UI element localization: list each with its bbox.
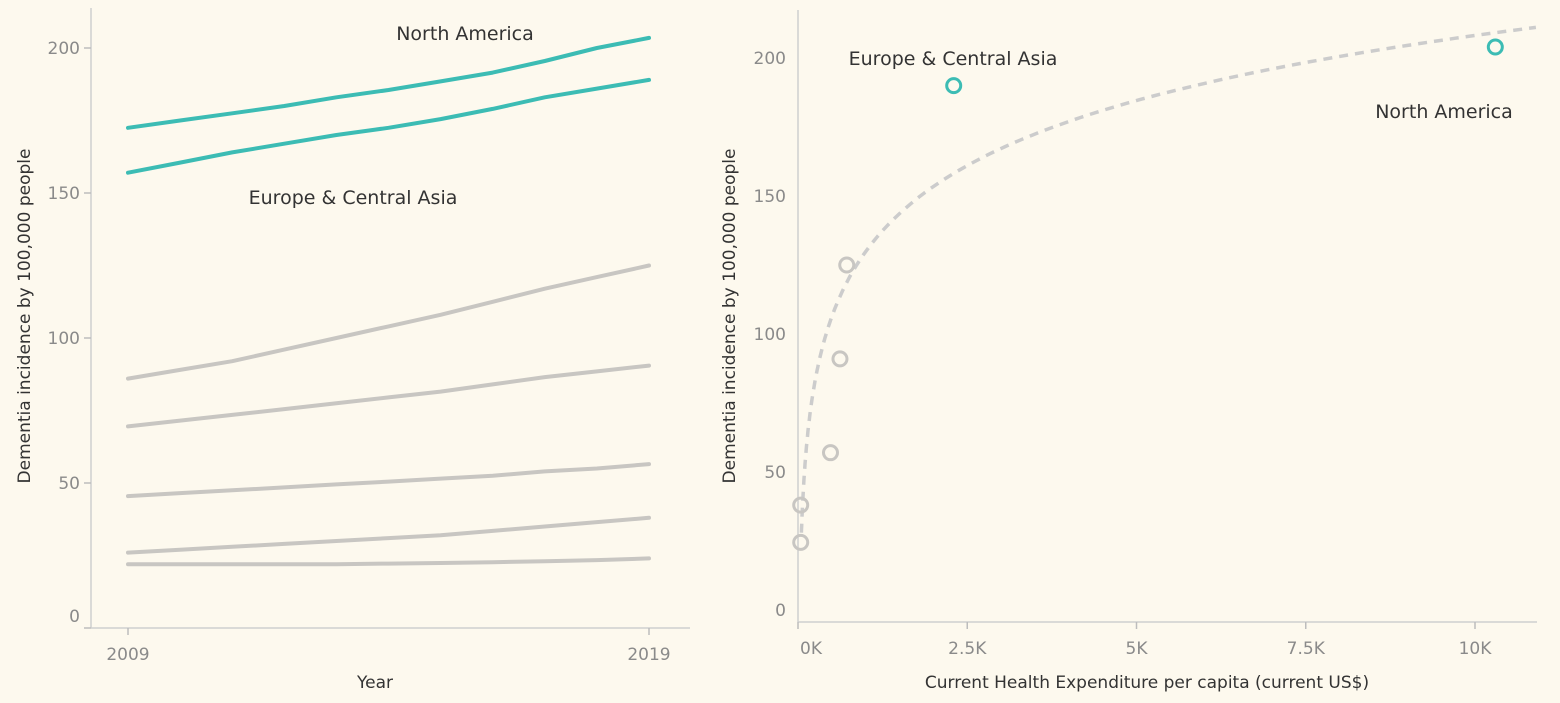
annotation-north-america-line: North America xyxy=(396,23,534,45)
left-series-lines xyxy=(126,35,651,567)
left-y-ticks: 0 50 100 150 200 xyxy=(48,39,91,629)
left-y-tick-label: 150 xyxy=(48,184,80,204)
right-x-ticks: 0K 2.5K 5K 7.5K 10K xyxy=(797,622,1493,659)
left-x-tick-label: 2009 xyxy=(106,645,149,665)
right-x-tick-label: 2.5K xyxy=(948,639,987,659)
scatter-point-region-5[interactable] xyxy=(792,496,810,514)
series-line-region-6[interactable] xyxy=(126,556,651,567)
scatter-point-region-4[interactable] xyxy=(821,444,839,462)
annotation-europe-central-asia-line: Europe & Central Asia xyxy=(249,187,458,209)
series-line-region-4[interactable] xyxy=(126,462,651,499)
scatter-point-north-america[interactable] xyxy=(1486,38,1504,56)
left-x-ticks: 2009 2019 xyxy=(106,628,671,665)
series-line-region-2[interactable] xyxy=(126,263,651,381)
right-y-axis-title: Dementia incidence by 100,000 people xyxy=(720,149,740,484)
series-line-europe-central-asia[interactable] xyxy=(126,77,651,175)
right-x-tick-label: 5K xyxy=(1126,639,1149,659)
right-y-tick-label: 200 xyxy=(754,49,786,69)
series-line-north-america[interactable] xyxy=(126,35,651,130)
scatter-point-europe-central-asia[interactable] xyxy=(945,77,963,95)
line-chart-panel: 0 50 100 150 200 2009 2019 Dementia incidence… xyxy=(15,8,690,693)
right-y-ticks: 0 50 100 150 200 xyxy=(754,49,786,621)
annotation-europe-central-asia-point: Europe & Central Asia xyxy=(849,48,1058,70)
right-x-tick-label: 0K xyxy=(800,639,823,659)
scatter-point-region-6[interactable] xyxy=(792,533,810,551)
trend-line xyxy=(799,25,1537,533)
left-x-tick-label: 2019 xyxy=(627,645,670,665)
right-x-tick-label: 7.5K xyxy=(1287,639,1326,659)
left-x-axis-title: Year xyxy=(356,673,393,693)
scatter-point-region-2[interactable] xyxy=(838,256,856,274)
left-y-tick-label: 0 xyxy=(69,607,80,627)
right-y-tick-label: 150 xyxy=(754,187,786,207)
scatter-points xyxy=(792,38,1504,551)
left-y-tick-label: 100 xyxy=(48,329,80,349)
left-y-tick-label: 50 xyxy=(58,474,80,494)
right-y-tick-label: 100 xyxy=(754,325,786,345)
right-x-axis-title: Current Health Expenditure per capita (c… xyxy=(925,673,1369,693)
right-y-tick-label: 0 xyxy=(775,601,786,621)
right-y-tick-label: 50 xyxy=(764,463,786,483)
scatter-point-region-3[interactable] xyxy=(831,350,849,368)
left-y-tick-label: 200 xyxy=(48,39,80,59)
annotation-north-america-point: North America xyxy=(1375,101,1513,123)
series-line-region-5[interactable] xyxy=(126,515,651,555)
right-x-tick-label: 10K xyxy=(1459,639,1493,659)
series-line-region-3[interactable] xyxy=(126,363,651,429)
left-y-axis-title: Dementia incidence by 100,000 people xyxy=(15,149,35,484)
scatter-chart-panel: 0 50 100 150 200 0K 2.5K 5K 7.5K 10K Dementia in… xyxy=(720,10,1537,693)
